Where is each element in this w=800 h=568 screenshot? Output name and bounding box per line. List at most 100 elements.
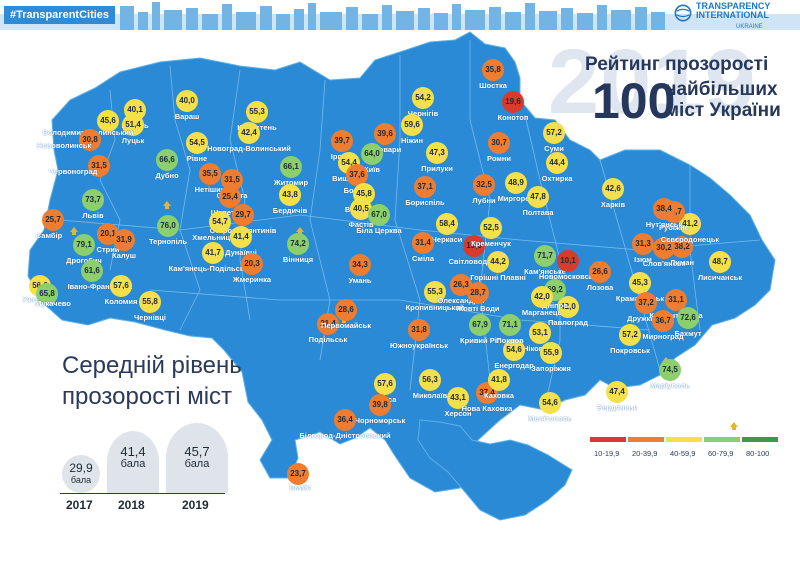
city-score-bubble: 19,9 — [463, 235, 485, 257]
city-score-bubble: 67,0 — [368, 204, 390, 226]
city-score-bubble: 57,2 — [543, 122, 565, 144]
average-year-2019: 2019 — [182, 498, 209, 512]
city-name-label: Бердичів — [272, 206, 308, 215]
city-score-bubble: 59,6 — [401, 114, 423, 136]
city-score-bubble: 42,0 — [531, 286, 553, 308]
city-name-label: Київ — [364, 165, 380, 174]
city-score-bubble: 36,7 — [652, 310, 674, 332]
city-name-label: Бровари — [368, 145, 402, 154]
city-score-bubble: 19,6 — [502, 91, 524, 113]
city-score-bubble: 41,7 — [202, 242, 224, 264]
city-name-label: Калуш — [112, 251, 136, 260]
city-score-bubble: 44,4 — [546, 152, 568, 174]
city-score-bubble: 30,2 — [653, 237, 675, 259]
city-score-bubble: 31,9 — [113, 229, 135, 251]
city-name-label: Жовті Води — [456, 304, 500, 313]
city-score-bubble: 28,7 — [467, 282, 489, 304]
city-score-bubble: 45,6 — [97, 110, 119, 132]
city-name-label: Червоноград — [48, 167, 98, 176]
city-score-bubble: 39,6 — [374, 123, 396, 145]
city-score-bubble: 28,6 — [335, 299, 357, 321]
city-score-bubble: 31,3 — [632, 233, 654, 255]
city-name-label: Покровськ — [610, 346, 650, 355]
city-name-label: Марганець — [521, 308, 563, 317]
city-score-bubble: 54,5 — [186, 132, 208, 154]
city-name-label: Чернігів — [407, 109, 439, 118]
average-year-2017: 2017 — [66, 498, 93, 512]
logo-text: TRANSPARENCY INTERNATIONAL — [696, 2, 770, 20]
city-name-label: Херсон — [444, 409, 472, 418]
city-score-bubble: 35,8 — [482, 59, 504, 81]
city-score-bubble: 10,1 — [557, 250, 579, 272]
title-line-3: міст України — [665, 100, 781, 121]
city-score-bubble: 41,8 — [488, 369, 510, 391]
city-score-bubble: 30,8 — [79, 129, 101, 151]
average-year-2018: 2018 — [118, 498, 145, 512]
city-score-bubble: 66,6 — [156, 149, 178, 171]
city-name-label: Рівне — [186, 154, 208, 163]
city-name-label: Енергодар — [494, 361, 534, 370]
city-score-bubble: 57,2 — [619, 324, 641, 346]
city-score-bubble: 47,4 — [606, 381, 628, 403]
city-score-bubble: 53,1 — [529, 322, 551, 344]
city-name-label: Лиман — [669, 258, 695, 267]
city-score-bubble: 54,2 — [412, 87, 434, 109]
average-value-2017: 29,9 бала — [66, 462, 96, 486]
city-name-label: Дружківка — [627, 314, 665, 323]
award-icon-legend — [730, 422, 738, 430]
city-score-bubble: 54,6 — [503, 339, 525, 361]
city-name-label: Львів — [82, 211, 104, 220]
city-name-label: Кам'янець-Подільський — [168, 264, 258, 273]
city-score-bubble: 58,4 — [436, 213, 458, 235]
city-score-bubble: 39,8 — [369, 394, 391, 416]
city-score-bubble: 48,9 — [505, 172, 527, 194]
city-name-label: Кременчук — [471, 239, 511, 248]
city-name-label: Олександрія — [437, 296, 485, 305]
city-score-bubble: 36,4 — [334, 409, 356, 431]
city-name-label: Нетішин — [194, 185, 226, 194]
city-name-label: Каховка — [484, 391, 514, 400]
city-name-label: Білгород-Дністровський — [299, 431, 391, 440]
city-name-label: Вараш — [174, 112, 200, 121]
city-score-bubble: 34,3 — [349, 254, 371, 276]
city-score-bubble: 43,1 — [447, 387, 469, 409]
city-score-bubble: 52,5 — [480, 217, 502, 239]
city-score-bubble: 67,9 — [469, 314, 491, 336]
city-score-bubble: 79,1 — [73, 234, 95, 256]
average-2019-number: 45,7 — [184, 444, 210, 459]
logo-line-2: INTERNATIONAL — [696, 10, 769, 20]
city-name-label: Суми — [544, 144, 564, 153]
city-name-label: Маріуполь — [650, 381, 690, 390]
legend-label-20-39: 20-39,9 — [632, 449, 658, 458]
city-name-label: Шепетівка — [210, 208, 250, 217]
city-score-bubble: 39,7 — [331, 130, 353, 152]
city-score-bubble: 42,0 — [557, 296, 579, 318]
city-score-bubble: 31,5 — [221, 169, 243, 191]
city-name-label: Первомайськ — [321, 321, 371, 330]
city-name-label: Лисичанськ — [697, 273, 743, 282]
city-score-bubble: 31,5 — [88, 155, 110, 177]
city-name-label: Павлоград — [548, 318, 588, 327]
legend-label-40-59: 40-59,9 — [670, 449, 696, 458]
city-score-bubble: 51,4 — [122, 114, 144, 136]
city-score-bubble: 35,5 — [199, 163, 221, 185]
city-score-bubble: 55,9 — [540, 342, 562, 364]
city-name-label: Полтава — [522, 208, 554, 217]
title-line-2: найбільших — [665, 79, 778, 100]
city-score-bubble: 37,2 — [635, 292, 657, 314]
city-score-bubble: 43,8 — [279, 184, 301, 206]
city-name-label: Лубни — [472, 196, 496, 205]
legend-label-10-19: 10-19,9 — [594, 449, 620, 458]
city-score-bubble: 37,6 — [346, 164, 368, 186]
city-name-label: Костянтинівка — [649, 311, 703, 320]
city-name-label: Лозова — [586, 283, 614, 292]
city-name-label: Харків — [600, 200, 626, 209]
legend-swatch-40-59 — [666, 437, 702, 442]
average-title: Середній рівень прозорості міст — [62, 350, 242, 412]
city-name-label: Дніпро — [542, 301, 568, 310]
city-score-bubble: 65,8 — [36, 283, 58, 305]
city-score-bubble: 48,7 — [709, 251, 731, 273]
city-name-label: Бориспіль — [405, 198, 445, 207]
transparency-international-logo: TRANSPARENCY INTERNATIONAL UKRAINE — [674, 2, 792, 32]
city-score-bubble: 21,4 — [317, 313, 339, 335]
